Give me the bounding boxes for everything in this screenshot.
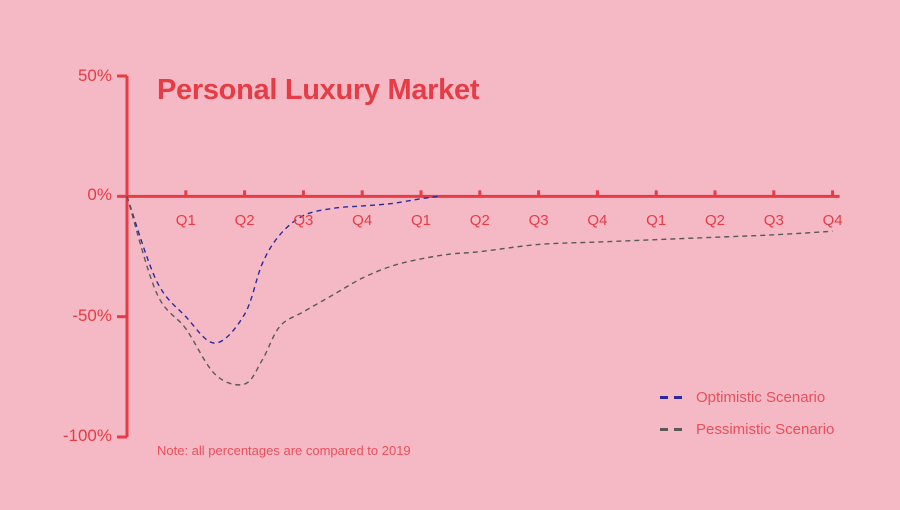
x-tick-label-8: Q4 [587,212,608,229]
x-tick-label-9: Q1 [646,212,667,229]
axes [117,74,840,439]
x-tick-label-12: Q4 [822,212,843,229]
legend-item-pessimistic: Pessimistic Scenario [660,419,834,439]
x-tick-label-6: Q2 [469,212,490,229]
legend-label-optimistic: Optimistic Scenario [696,388,826,406]
x-tick-label-7: Q3 [528,212,549,229]
y-tick-label-neg50: -50% [72,306,112,325]
chart-note: Note: all percentages are compared to 20… [157,443,411,458]
y-tick-label-50: 50% [77,66,112,85]
y-tick-label-neg100: -100% [62,426,112,445]
x-tick-label-4: Q4 [352,212,373,229]
series-lines [126,195,833,386]
x-tick-label-5: Q1 [410,212,431,229]
x-tick-label-1: Q1 [175,212,196,229]
y-tick-label-0: 0% [87,185,112,204]
series-line-optimistic [126,195,439,344]
x-tick-label-2: Q2 [234,212,255,229]
x-tick-label-11: Q3 [763,212,784,229]
series-line-pessimistic [126,196,833,386]
chart-title: Personal Luxury Market [157,74,480,106]
legend-label-pessimistic: Pessimistic Scenario [696,420,835,438]
legend-swatch-pessimistic [660,427,682,431]
legend-item-optimistic: Optimistic Scenario [660,387,825,407]
legend-swatch-optimistic [660,395,682,399]
x-tick-label-10: Q2 [704,212,725,229]
x-tick-label-3: Q3 [293,212,314,229]
